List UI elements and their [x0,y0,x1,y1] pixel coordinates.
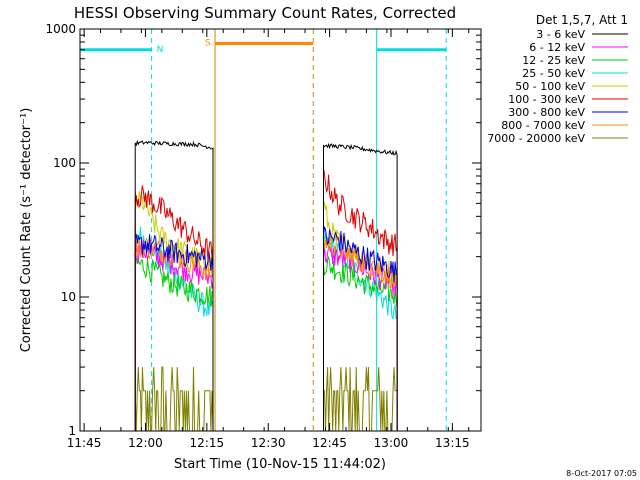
axes: 11:45 12:00 12:15 12:30 12:45 13:00 13:15 1 10 10… [45,22,481,450]
series-line-3-6keV-1 [323,142,398,431]
x-tick-label-4: 12:45 [312,436,347,450]
x-tick-label-1: 12:00 [128,436,163,450]
flag-label-N: N [157,45,164,55]
x-tick-label-5: 13:00 [374,436,409,450]
chart-title: HESSI Observing Summary Count Rates, Cor… [74,4,456,22]
series-line-100-300keV-0 [134,185,214,431]
x-tick-label-6: 13:15 [435,436,470,450]
x-tick-label-3: 12:30 [251,436,286,450]
series-line-3-6keV-0 [134,139,214,431]
x-tick-label-2: 12:15 [190,436,225,450]
series-line-300-800keV-0 [134,234,214,431]
legend-entry-label-1: 6 - 12 keV [529,41,585,54]
y-tick-label-2: 100 [53,156,76,170]
y-axis-label: Corrected Count Rate (s⁻¹ detector⁻¹) [19,108,34,353]
series-line-6-12keV-1 [323,245,398,431]
legend-entry-label-2: 12 - 25 keV [522,54,585,67]
series-line-300-800keV-1 [323,225,398,431]
flag-label-S: S [205,38,211,48]
legend-entry-label-3: 25 - 50 keV [522,67,585,80]
y-tick-label-1: 10 [61,290,76,304]
legend-title: Det 1,5,7, Att 1 [536,13,628,27]
x-tick-label-0: 11:45 [67,436,102,450]
series-line-25-50keV-0 [134,225,214,431]
y-tick-label-3: 1000 [45,22,76,36]
legend-entry-label-5: 100 - 300 keV [508,93,585,106]
x-axis-label: Start Time (10-Nov-15 11:44:02) [174,457,386,472]
legend-entry-label-4: 50 - 100 keV [515,80,585,93]
series-line-7000-20000keV-1 [323,367,398,432]
series-line-800-7000keV-1 [323,234,398,431]
legend-entry-label-0: 3 - 6 keV [536,28,585,41]
legend-entry-label-8: 7000 - 20000 keV [487,132,585,145]
footer-timestamp: 8-Oct-2017 07:05 [566,469,637,478]
series-line-6-12keV-0 [134,239,214,431]
series-layer [134,139,398,432]
legend-entry-label-6: 300 - 800 keV [508,106,585,119]
series-line-100-300keV-1 [323,168,398,431]
y-tick-label-0: 1 [68,424,76,438]
plot-frame [79,28,482,432]
series-line-7000-20000keV-0 [134,366,214,432]
legend-entry-label-7: 800 - 7000 keV [501,119,585,132]
orbit-flags: NS [80,38,447,55]
